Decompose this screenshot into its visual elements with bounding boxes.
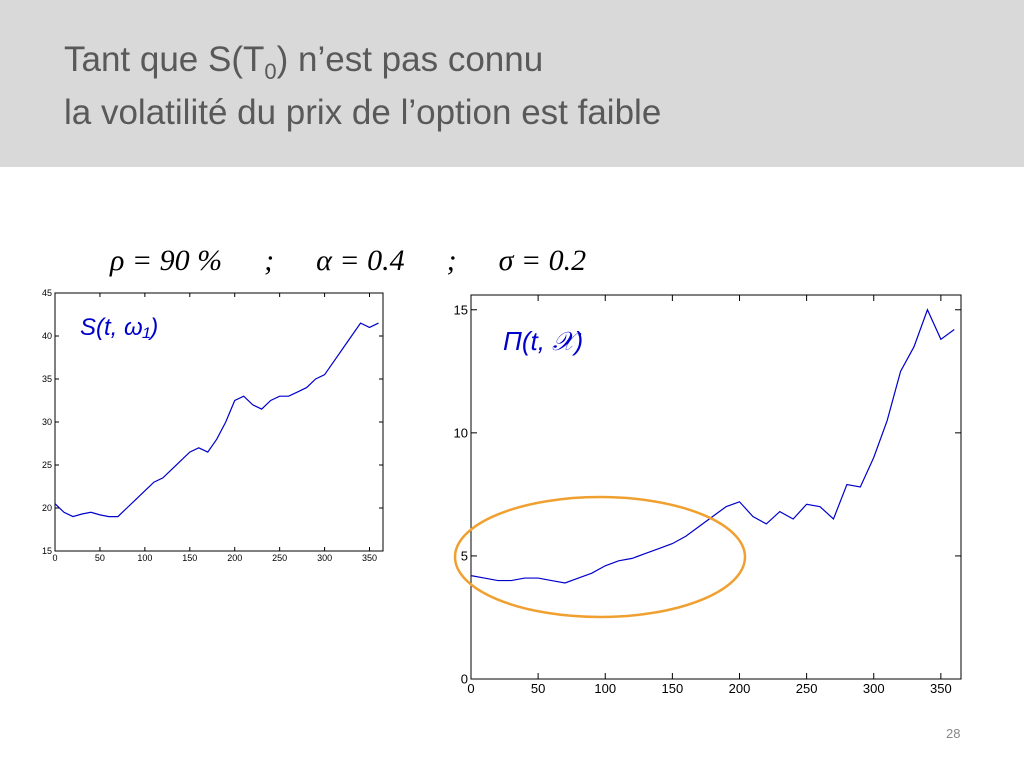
x-tick-label: 200 <box>729 681 751 696</box>
x-tick-label: 50 <box>531 681 545 696</box>
param: ρ = 90 % <box>110 244 223 277</box>
x-tick-label: 250 <box>272 553 287 563</box>
title-text: Tant que S(T <box>64 40 265 79</box>
y-tick-label: 10 <box>454 425 468 440</box>
data-line <box>470 308 955 584</box>
data-line <box>54 322 379 518</box>
param: ; <box>264 244 275 277</box>
x-tick-label: 350 <box>362 553 377 563</box>
x-tick-label: 50 <box>95 553 105 563</box>
title-line: Tant que S(T0) n’est pas connu <box>64 40 543 85</box>
annotation: S(t, ω₁) <box>80 314 158 341</box>
param: σ = 0.2 <box>498 244 587 277</box>
x-tick-label: 250 <box>796 681 818 696</box>
y-tick-label: 40 <box>42 331 52 341</box>
param: α = 0.4 <box>316 244 405 277</box>
annotation: Π(t, 𝒳) <box>503 326 583 356</box>
x-tick-label: 200 <box>227 553 242 563</box>
y-tick-label: 15 <box>42 546 52 556</box>
x-tick-label: 0 <box>52 553 57 563</box>
page-number: 28 <box>946 726 961 741</box>
y-tick-label: 15 <box>454 302 468 317</box>
highlight-ellipse <box>453 495 747 619</box>
header: Tant que S(T0) n’est pas connu la volati… <box>0 0 1024 167</box>
x-tick-label: 300 <box>317 553 332 563</box>
x-tick-label: 150 <box>662 681 684 696</box>
y-tick-label: 45 <box>42 288 52 298</box>
y-tick-label: 0 <box>461 672 468 687</box>
y-tick-label: 5 <box>461 548 468 563</box>
y-tick-label: 25 <box>42 460 52 470</box>
y-tick-label: 20 <box>42 503 52 513</box>
x-tick-label: 100 <box>137 553 152 563</box>
x-tick-label: 0 <box>467 681 474 696</box>
plot-frame <box>54 292 384 552</box>
x-tick-label: 350 <box>930 681 952 696</box>
y-tick-label: 30 <box>42 417 52 427</box>
parameters: ρ = 90 %; α = 0.4; σ = 0.2 <box>95 210 628 278</box>
y-tick-label: 35 <box>42 374 52 384</box>
title-line: la volatilité du prix de l’option est fa… <box>64 93 662 132</box>
x-tick-label: 100 <box>594 681 616 696</box>
param: ; <box>446 244 457 277</box>
title-subscript: 0 <box>264 59 277 84</box>
x-tick-label: 300 <box>863 681 885 696</box>
title-text: ) n’est pas connu <box>276 40 544 79</box>
x-tick-label: 150 <box>182 553 197 563</box>
